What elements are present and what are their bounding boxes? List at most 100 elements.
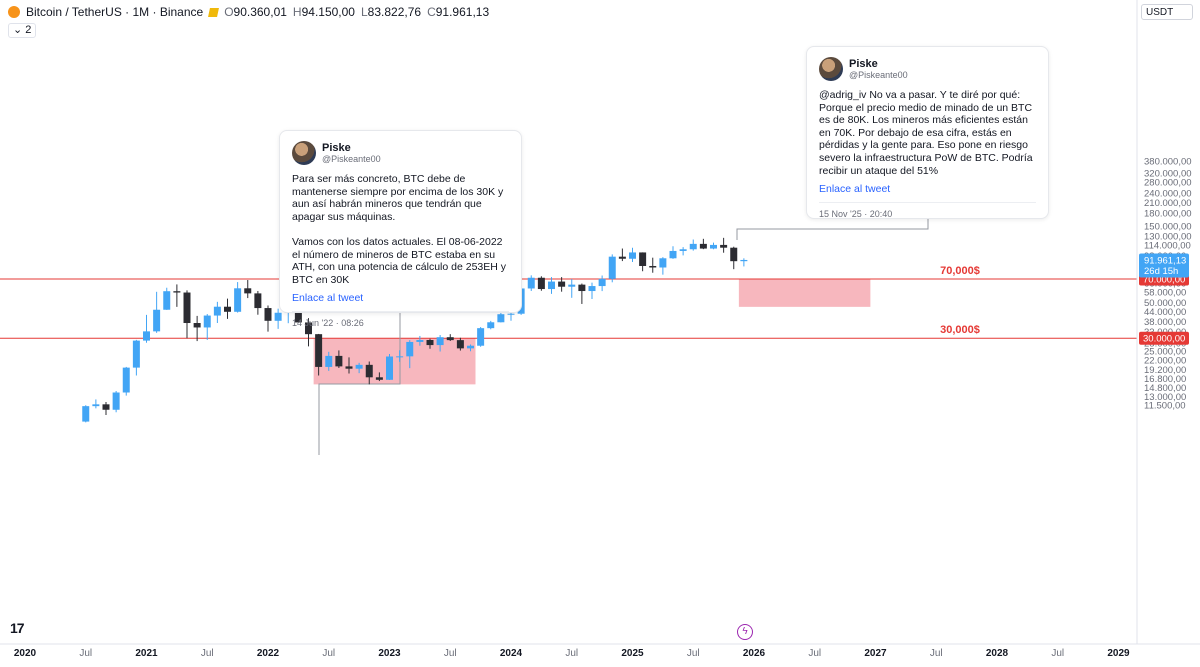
candle-2025-12	[740, 258, 748, 267]
candle-body	[345, 366, 353, 369]
candle-2024-12	[618, 248, 626, 262]
connectors-layer	[318, 219, 929, 455]
candle-2024-09	[588, 282, 596, 300]
last-price-tag	[1139, 253, 1189, 278]
y-tick-label: 130.000,00	[1144, 231, 1192, 242]
x-tick-label: 2023	[378, 648, 401, 659]
last-price-value: 91.961,13	[1144, 255, 1186, 266]
candle-2022-02	[274, 308, 282, 329]
y-tick-label: 114.000,00	[1144, 240, 1191, 251]
y-tick-label: 58.000,00	[1144, 288, 1186, 299]
candle-2023-01	[386, 353, 393, 381]
avatar	[292, 141, 316, 165]
candle-2021-01	[143, 314, 150, 343]
x-tick-label: Jul	[322, 648, 335, 659]
candle-2024-05	[548, 277, 555, 294]
tweet-link[interactable]: Enlace al tweet	[292, 292, 364, 305]
candle-body	[649, 265, 657, 268]
candle-2022-07	[325, 351, 333, 371]
avatar	[819, 57, 843, 81]
y-tick-label: 11.500,00	[1144, 401, 1186, 412]
candle-2024-08	[578, 283, 586, 304]
tweet-text: @adrig_iv No va a pasar. Y te diré por q…	[819, 89, 1036, 177]
tradingview-logo-icon[interactable]: 17	[10, 620, 25, 636]
candle-body	[558, 281, 566, 287]
candle-2023-10	[477, 327, 485, 347]
candle-2023-06	[436, 335, 444, 352]
ohlc-open: O90.360,01	[224, 5, 287, 19]
candle-body	[456, 340, 464, 349]
y-tick-label: 44.000,00	[1144, 307, 1186, 318]
candle-body	[203, 315, 211, 328]
candle-2025-11	[730, 246, 738, 270]
candle-2025-07	[689, 239, 697, 251]
y-tick-label: 50.000,00	[1144, 298, 1186, 309]
candle-body	[699, 243, 707, 249]
candle-body	[234, 288, 242, 312]
candle-body	[325, 355, 333, 367]
candle-body	[406, 341, 414, 357]
candle-body	[548, 281, 555, 290]
x-tick-label: Jul	[1051, 648, 1064, 659]
candle-2021-09	[224, 298, 231, 319]
candle-2020-10	[112, 390, 120, 413]
candle-2024-07	[568, 279, 576, 298]
symbol-title[interactable]: Bitcoin / TetherUS · 1M · Binance	[26, 5, 204, 19]
y-tick-label: 38.000,00	[1144, 317, 1186, 328]
candle-2025-09	[710, 242, 717, 250]
ohlc-low: L83.822,76	[360, 5, 422, 19]
ohlc-high: H94.150,00	[292, 5, 355, 19]
candle-body	[244, 288, 252, 294]
candle-body	[497, 314, 505, 323]
candle-body	[294, 309, 302, 323]
candle-2023-02	[396, 350, 404, 362]
tweet-date: 14 Jun '22 · 08:26	[292, 311, 509, 328]
candle-2021-06	[193, 315, 201, 342]
last-price-countdown: 26d 15h	[1144, 266, 1178, 277]
candle-body	[730, 247, 738, 262]
x-tick-label: 2024	[500, 648, 523, 659]
lightning-icon[interactable]: ϟ	[737, 624, 753, 640]
candle-body	[689, 243, 697, 250]
candle-body	[365, 364, 373, 378]
candle-body	[588, 286, 596, 292]
candle-body	[102, 404, 110, 410]
tweet-link[interactable]: Enlace al tweet	[819, 183, 891, 196]
candle-2020-07	[82, 405, 90, 423]
candle-body	[355, 364, 363, 369]
candle-body	[720, 244, 728, 248]
candle-2024-04	[537, 276, 545, 291]
candle-2024-11	[608, 254, 616, 283]
candle-2020-08	[92, 399, 100, 409]
y-tick-label: 180.000,00	[1144, 209, 1192, 220]
candle-2022-01	[264, 305, 272, 332]
candle-2020-12	[132, 339, 140, 376]
candle-body	[446, 337, 454, 341]
candle-body	[143, 331, 150, 341]
indicators-toggle[interactable]: ⌄ 2	[8, 23, 37, 38]
candle-body	[679, 249, 687, 251]
candle-body	[122, 367, 130, 393]
candle-body	[639, 252, 647, 266]
candle-body	[608, 256, 616, 279]
time-axis: 2020 Jul 2021 Jul 2022 Jul 2023 Jul 2024 Jul 2025 J…	[14, 648, 1130, 659]
currency-selector[interactable]: USDT	[1141, 4, 1193, 20]
candle-2025-03	[649, 257, 657, 273]
candle-2021-08	[213, 301, 221, 324]
candle-body	[568, 284, 576, 287]
candle-2021-03	[163, 287, 171, 310]
y-tick-label: 13.000,00	[1144, 392, 1186, 403]
candle-body	[274, 312, 282, 321]
candle-2025-10	[720, 237, 728, 253]
candle-2023-04	[416, 335, 424, 346]
candle-body	[112, 392, 120, 410]
tweet-author-handle: @Piskeante00	[849, 70, 908, 80]
candle-2021-05	[183, 290, 191, 339]
candle-2021-04	[173, 284, 181, 307]
candle-2022-12	[375, 372, 383, 382]
y-tick-label: 240.000,00	[1144, 188, 1192, 199]
x-tick-label: 2021	[135, 648, 158, 659]
